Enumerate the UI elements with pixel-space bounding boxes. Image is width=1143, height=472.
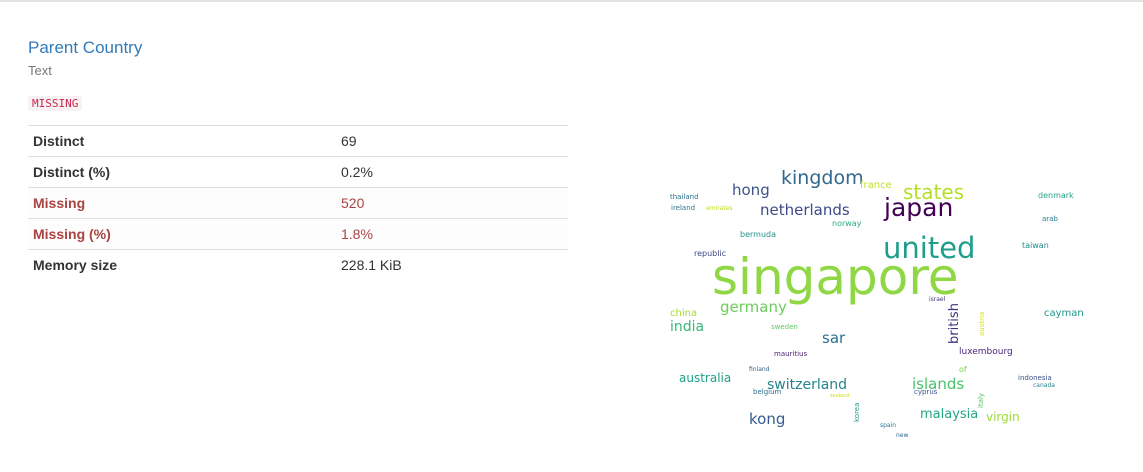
word-ireland: ireland — [671, 204, 696, 212]
word-cayman: cayman — [1044, 308, 1084, 319]
word-united: united — [883, 231, 976, 265]
stat-value: 520 — [336, 187, 568, 219]
word-of: of — [959, 365, 967, 374]
word-canada: canada — [1033, 382, 1055, 389]
word-kingdom: kingdom — [781, 167, 864, 189]
stat-row-missing-pct: Missing (%) 1.8% — [28, 218, 568, 250]
word-british: british — [947, 303, 962, 344]
stat-row-distinct: Distinct 69 — [28, 125, 568, 157]
word-cloud: singapore united kingdom japan states ne… — [650, 160, 1110, 450]
stat-value: 228.1 KiB — [336, 249, 568, 280]
word-kong: kong — [749, 410, 786, 428]
word-germany: germany — [720, 298, 787, 316]
stat-label: Distinct (%) — [28, 156, 336, 188]
word-mauritius: mauritius — [774, 350, 808, 358]
stat-value: 69 — [336, 125, 568, 157]
word-switzerland: switzerland — [767, 377, 848, 393]
variable-type: Text — [28, 63, 52, 78]
stats-table: Distinct 69 Distinct (%) 0.2% Missing 52… — [28, 125, 568, 280]
word-china: china — [670, 308, 698, 319]
word-sweden: sweden — [771, 323, 798, 331]
word-india: india — [670, 319, 705, 335]
word-islands: islands — [912, 375, 965, 393]
stat-label: Distinct — [28, 125, 336, 157]
word-finland: finland — [749, 366, 770, 373]
word-virgin: virgin — [986, 410, 1020, 424]
word-cyprus: cyprus — [914, 388, 938, 396]
top-divider — [0, 0, 1143, 2]
missing-badge: MISSING — [28, 96, 83, 111]
word-bermuda: bermuda — [740, 230, 776, 239]
word-belgium: belgium — [753, 388, 782, 396]
stat-label: Missing — [28, 187, 336, 219]
word-denmark: denmark — [1038, 191, 1074, 200]
word-arab: arab — [1042, 215, 1058, 223]
word-italy: italy — [977, 392, 985, 408]
stat-row-memory-size: Memory size 228.1 KiB — [28, 249, 568, 280]
word-new: new — [896, 432, 909, 439]
word-taiwan: taiwan — [1022, 241, 1049, 250]
word-spain: spain — [880, 422, 897, 429]
word-norway: norway — [832, 219, 862, 228]
word-israel: israel — [929, 296, 946, 303]
word-austria: austria — [978, 311, 986, 336]
stat-value: 1.8% — [336, 218, 568, 250]
word-luxembourg: luxembourg — [959, 347, 1013, 357]
word-indonesia: indonesia — [1018, 374, 1052, 382]
stat-label: Missing (%) — [28, 218, 336, 250]
word-netherlands: netherlands — [760, 201, 850, 219]
word-malaysia: malaysia — [920, 407, 979, 422]
stat-row-distinct-pct: Distinct (%) 0.2% — [28, 156, 568, 188]
variable-title[interactable]: Parent Country — [28, 38, 143, 57]
word-hong: hong — [732, 181, 770, 199]
word-korea: korea — [853, 402, 861, 422]
word-thailand: thailand — [670, 193, 699, 201]
word-france: france — [860, 180, 892, 191]
word-emirates: emirates — [706, 205, 733, 212]
stat-value: 0.2% — [336, 156, 568, 188]
word-australia: australia — [679, 371, 732, 385]
stat-row-missing: Missing 520 — [28, 187, 568, 219]
word-republic: republic — [694, 249, 727, 258]
word-sar: sar — [822, 329, 846, 347]
word-states: states — [903, 180, 965, 204]
word-singapore: singapore — [712, 248, 959, 306]
stat-label: Memory size — [28, 249, 336, 280]
word-zealand: zealand — [830, 393, 850, 399]
word-japan: japan — [884, 193, 954, 222]
